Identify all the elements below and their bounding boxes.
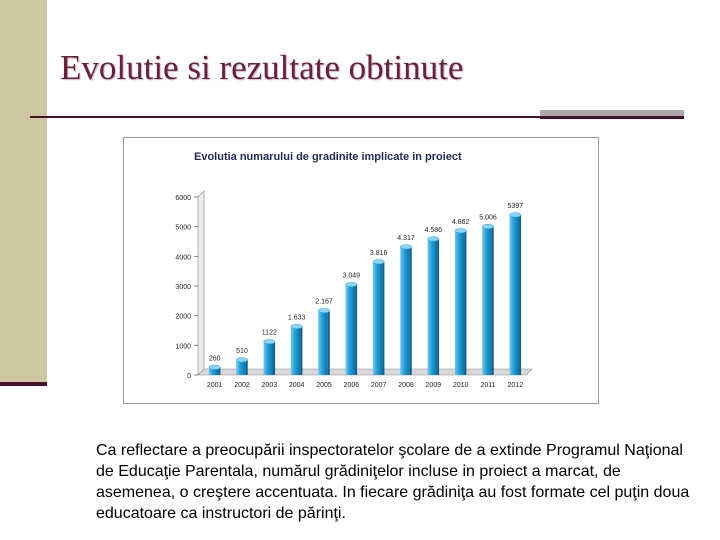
bar-chart: Evolutia numarului de gradinite implicat…: [175, 151, 533, 389]
bar-value-label: 1122: [262, 330, 277, 337]
x-category-label: 2003: [262, 382, 278, 389]
bar: [509, 212, 522, 375]
y-tick-label: 2000: [175, 314, 191, 321]
chart-title: Evolutia numarului de gradinite implicat…: [194, 151, 462, 163]
x-category-label: 2002: [234, 382, 250, 389]
bar-value-label: 4.862: [452, 219, 470, 226]
chart-side-wall: [197, 190, 205, 376]
decorative-side-bar: [0, 0, 47, 385]
x-category-label: 2005: [316, 382, 332, 389]
title-divider-accent-line: [540, 116, 684, 119]
x-category-label: 2012: [508, 382, 524, 389]
y-tick-label: 4000: [175, 254, 191, 261]
y-tick-label: 6000: [175, 195, 191, 202]
chart-frame: Evolutia numarului de gradinite implicat…: [123, 137, 599, 404]
title-divider-accent: [540, 110, 684, 116]
bar: [400, 244, 412, 375]
x-category-label: 2004: [289, 382, 305, 389]
bar: [345, 282, 358, 375]
bar-value-label: 4.586: [425, 227, 443, 234]
bar: [482, 224, 494, 375]
decorative-side-line: [0, 382, 47, 386]
bar-value-label: 5397: [508, 203, 524, 210]
x-category-label: 2001: [207, 382, 223, 389]
chart-bars: 260 2001 510 2002 1122 2003 1.633 2004 2.167 2005…: [207, 203, 523, 389]
slide-title: Evolutie si rezultate obtinute: [60, 48, 464, 87]
bar: [454, 228, 467, 375]
bar-value-label: 1.633: [288, 315, 306, 322]
bar: [236, 357, 248, 375]
x-category-label: 2009: [426, 382, 442, 389]
bar-value-label: 260: [209, 355, 221, 362]
x-category-label: 2010: [453, 382, 469, 389]
bar-value-label: 3.816: [370, 250, 388, 257]
slide-body-text: Ca reflectare a preocupării inspectorate…: [96, 442, 690, 522]
x-category-label: 2006: [344, 382, 360, 389]
y-tick-label: 0: [187, 373, 191, 380]
chart-floor: [197, 368, 533, 376]
chart-axes: 0 1000 2000 3000 4000 5000 6000: [175, 190, 533, 380]
bar: [427, 236, 440, 375]
bar: [290, 324, 303, 375]
y-tick-label: 3000: [175, 284, 191, 291]
bar-value-label: 510: [236, 348, 248, 355]
x-category-label: 2007: [371, 382, 387, 389]
bar: [263, 339, 276, 375]
bar-value-label: 5.006: [479, 214, 497, 221]
bar-value-label: 4.317: [397, 235, 415, 242]
x-category-label: 2011: [480, 382, 495, 389]
bar: [208, 364, 221, 375]
y-tick-label: 5000: [175, 225, 191, 232]
bar: [318, 308, 330, 375]
bar: [372, 259, 385, 375]
x-category-label: 2008: [398, 382, 414, 389]
y-tick-label: 1000: [175, 343, 191, 350]
title-divider: [30, 116, 540, 118]
bar-value-label: 3.049: [343, 273, 361, 280]
bar-value-label: 2.167: [315, 299, 333, 306]
